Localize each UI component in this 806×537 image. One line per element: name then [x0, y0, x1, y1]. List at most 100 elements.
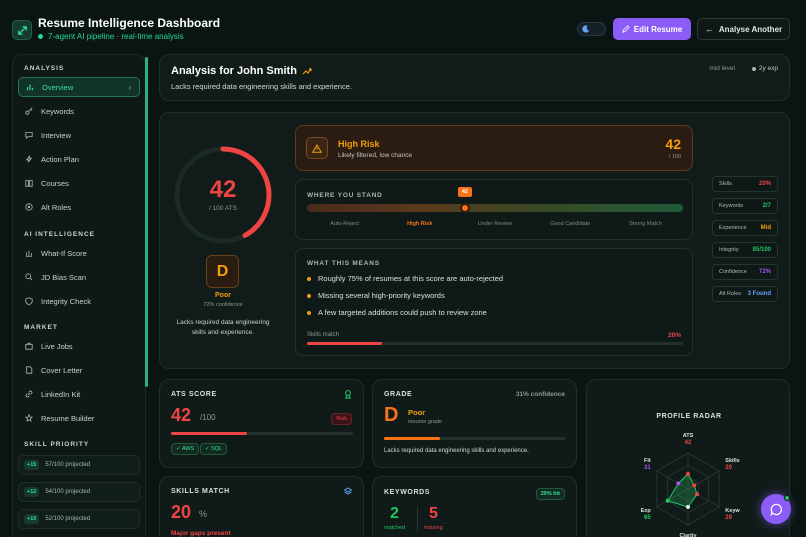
radar-point: [692, 483, 697, 488]
stat-alt-roles: Alt Roles 3 Found: [712, 286, 778, 302]
priority-item[interactable]: +12 54/100 projected: [18, 482, 140, 502]
radar-axis-line: [656, 488, 689, 508]
score-ring-arc: [174, 146, 272, 244]
skills-match-card: SKILLS MATCH 20 % Major gaps present: [159, 476, 364, 537]
sidebar-item-resume-builder[interactable]: Resume Builder: [18, 408, 140, 428]
radar-value-label: 65: [644, 515, 651, 521]
chat-fab-button[interactable]: [761, 494, 791, 524]
priority-tag: +10: [24, 514, 40, 524]
chat-bubble-icon: [770, 503, 782, 516]
sidebar-item-overview[interactable]: Overview ›: [18, 77, 140, 97]
marker-dot[interactable]: [459, 203, 470, 213]
stat-confidence: Confidence 72%: [712, 264, 778, 280]
sidebar-item-action-plan[interactable]: Action Plan: [18, 149, 140, 169]
grade-card-confidence: 31% confidence: [515, 391, 565, 398]
live-dot: [38, 34, 43, 40]
stat-value: 2/7: [762, 203, 771, 209]
ai-heading: AI INTELLIGENCE: [24, 231, 95, 238]
sidebar-item-label: Live Jobs: [41, 341, 73, 351]
analysis-title-row: Analysis for John Smith: [171, 65, 312, 77]
sidebar-item-cover-letter[interactable]: Cover Letter: [18, 360, 140, 380]
analyse-another-button[interactable]: ← Analyse Another: [697, 18, 790, 40]
sidebar-item-live-jobs[interactable]: Live Jobs: [18, 336, 140, 356]
link-icon: [25, 390, 33, 398]
ats-card-label: ATS SCORE: [171, 391, 217, 398]
priority-item[interactable]: +10 52/100 projected: [18, 509, 140, 529]
where-heading: WHERE YOU STAND: [307, 192, 383, 199]
edit-resume-label: Edit Resume: [633, 24, 683, 34]
experience-label: 2y exp: [751, 65, 778, 72]
where-you-stand-panel: WHERE YOU STAND 42 Auto-Reject High Risk…: [295, 179, 693, 240]
sidebar-item-interview[interactable]: Interview: [18, 125, 140, 145]
stat-value: 20%: [758, 181, 771, 187]
sidebar-item-what-if[interactable]: What-If Score: [18, 243, 140, 263]
meaning-bullet: A few targeted additions could push to r…: [307, 308, 487, 317]
skills-match-track: [307, 342, 683, 345]
sidebar-item-keywords[interactable]: Keywords: [18, 101, 140, 121]
risk-score: 42: [665, 136, 681, 152]
theme-toggle[interactable]: [577, 22, 606, 36]
score-ring: [174, 146, 272, 244]
sidebar-item-label: Keywords: [41, 106, 74, 116]
confidence-text: 72% confidence: [203, 302, 243, 308]
sidebar-item-label: What-If Score: [41, 248, 87, 258]
chat-icon: [25, 132, 33, 139]
experience-value: 2y exp: [758, 65, 778, 72]
radar-point: [695, 492, 700, 497]
stat-value: 72%: [758, 269, 771, 275]
priority-item[interactable]: +15 57/100 projected: [18, 455, 140, 475]
grade-card-track: [384, 437, 566, 440]
sidebar-item-integrity[interactable]: Integrity Check: [18, 291, 140, 311]
warning-icon-box: [306, 137, 328, 159]
analysis-heading: ANALYSIS: [24, 65, 65, 72]
market-heading: MARKET: [24, 324, 58, 331]
analysis-summary: Lacks required data engineering skills a…: [171, 82, 352, 91]
grade-card-fill: [384, 437, 441, 440]
bullet-text: Roughly 75% of resumes at this score are…: [318, 274, 504, 283]
radar-value-label: 31: [644, 465, 651, 471]
risk-max: / 100: [668, 154, 681, 160]
sidebar-item-courses[interactable]: Courses: [18, 173, 140, 193]
sidebar-scrollbar[interactable]: [145, 57, 148, 387]
briefcase-icon: [25, 342, 33, 350]
risk-banner: High Risk Likely filtered, low chance 42…: [295, 125, 693, 171]
pencil-icon: [621, 25, 630, 33]
ats-score-card: ATS SCORE 42 /100 Risk ✓ AWS ✓ SQL: [159, 379, 364, 468]
radar-title: PROFILE RADAR: [656, 413, 722, 420]
stat-value: 85/100: [752, 247, 771, 253]
grade-card-note: Lacks required data engineering skills a…: [384, 448, 529, 454]
sidebar-item-label: Overview: [42, 82, 74, 92]
radar-axis-line: [687, 488, 720, 508]
sidebar-item-jd-bias[interactable]: JD Bias Scan: [18, 267, 140, 287]
meaning-panel: WHAT THIS MEANS Roughly 75% of resumes a…: [295, 248, 693, 356]
ats-risk-badge: Risk: [331, 413, 352, 425]
grade-card-label-text: Poor: [408, 408, 426, 417]
skill-tag-aws: ✓ AWS: [171, 443, 200, 455]
moon-icon: [582, 25, 590, 33]
keywords-matched-label: matched: [384, 525, 406, 531]
tag-text: SQL: [211, 446, 223, 452]
keywords-hit-badge: 29% hit: [535, 488, 565, 500]
edit-resume-button[interactable]: Edit Resume: [613, 18, 691, 40]
risk-subtitle: Likely filtered, low chance: [338, 152, 413, 159]
radar-axis-label: Clarity: [679, 533, 697, 537]
sidebar-item-alt-roles[interactable]: Alt Roles: [18, 197, 140, 217]
radar-value-label: 20: [725, 465, 732, 471]
sidebar-item-linkedin[interactable]: LinkedIn Kit: [18, 384, 140, 404]
keywords-card: KEYWORDS 29% hit 2 matched 5 missing: [372, 476, 577, 537]
radar-point: [686, 505, 690, 509]
subtitle-text: 7-agent AI pipeline · real-time analysis: [48, 32, 184, 41]
book-icon: [25, 180, 33, 187]
stat-keywords: Keywords 2/7: [712, 198, 778, 214]
online-indicator: [784, 495, 790, 501]
ats-card-max: /100: [200, 413, 216, 422]
level-label: mid level: [709, 65, 735, 72]
priority-text: 57/100 projected: [45, 462, 91, 468]
keywords-missing-count: 5: [429, 505, 438, 522]
priority-tag: +12: [24, 487, 40, 497]
page-title: Resume Intelligence Dashboard: [38, 16, 221, 30]
analysis-header: Analysis for John Smith Lacks required d…: [159, 54, 790, 101]
zone-label: Strong Match: [629, 221, 662, 227]
keywords-card-label: KEYWORDS: [384, 489, 431, 496]
